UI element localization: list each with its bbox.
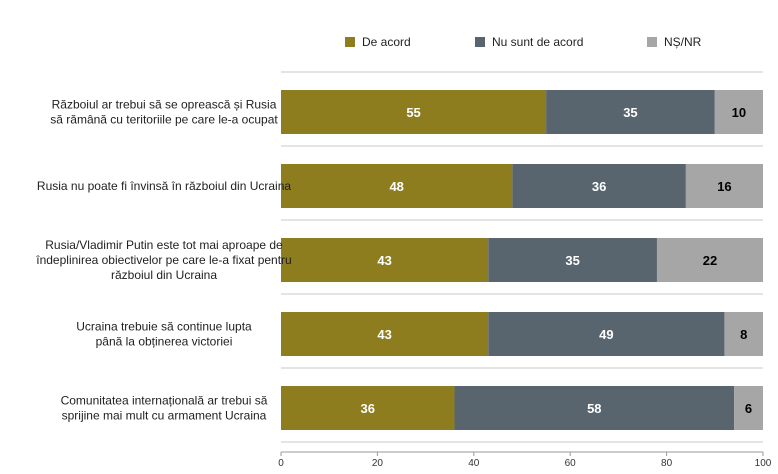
category-label: până la obținerea victoriei: [96, 335, 233, 349]
bar-segment: [656, 238, 763, 282]
category-label: să rămână cu teritoriile pe care le-a oc…: [50, 113, 278, 127]
data-label: 35: [565, 253, 579, 268]
data-label: 8: [740, 327, 747, 342]
bar-segment: [488, 312, 725, 356]
bar-segment: [724, 312, 763, 356]
bar-segment: [488, 238, 657, 282]
category-label: sprijine mai mult cu armament Ucraina: [62, 409, 267, 423]
bars: 55 35 10 48 36 16 43 35 22 43 49 8 36 58 6: [281, 90, 763, 430]
x-tick-label: 20: [372, 458, 384, 469]
data-label: 55: [406, 105, 420, 120]
data-label: 58: [587, 401, 601, 416]
bar-segment: [546, 90, 715, 134]
x-tick-label: 0: [278, 458, 284, 469]
data-label: 36: [361, 401, 375, 416]
legend-label: De acord: [362, 35, 411, 49]
data-label: 35: [623, 105, 637, 120]
category-label: Ucraina trebuie să continue lupta: [76, 320, 252, 334]
data-label: 43: [377, 327, 391, 342]
x-axis: 0 20 40 60 80 100: [278, 451, 772, 469]
bar-segment: [281, 312, 489, 356]
legend-label: Nu sunt de acord: [492, 35, 583, 49]
data-label: 16: [717, 179, 731, 194]
legend-swatch: [647, 37, 657, 47]
data-label: 43: [377, 253, 391, 268]
category-labels: Războiul ar trebui să se oprească și Rus…: [35, 98, 291, 423]
x-tick-label: 80: [661, 458, 673, 469]
legend-swatch: [345, 37, 355, 47]
row-separators: [281, 71, 763, 443]
bar-segment: [512, 164, 686, 208]
category-label: războiul din Ucraina: [111, 268, 217, 282]
category-label: îndeplinirea obiectivelor pe care le-a f…: [35, 253, 291, 267]
bar-segment: [281, 238, 489, 282]
bar-segment: [714, 90, 763, 134]
data-label: 48: [389, 179, 403, 194]
bar-segment: [281, 90, 547, 134]
data-label: 10: [732, 105, 746, 120]
data-label: 36: [592, 179, 606, 194]
data-label: 49: [599, 327, 613, 342]
category-label: Comunitatea internațională ar trebui să: [61, 394, 268, 408]
bar-segment: [281, 386, 455, 430]
bar-segment: [734, 386, 763, 430]
bar-segment: [454, 386, 735, 430]
x-tick-label: 40: [468, 458, 480, 469]
data-label: 6: [745, 401, 752, 416]
legend-label: NȘ/NR: [664, 35, 702, 49]
bar-segment: [281, 164, 513, 208]
data-label: 22: [703, 253, 717, 268]
bar-segment: [685, 164, 763, 208]
category-label: Rusia nu poate fi învinsă în războiul di…: [37, 179, 291, 193]
x-tick-label: 100: [755, 458, 772, 469]
legend: De acord Nu sunt de acord NȘ/NR: [345, 35, 702, 49]
category-label: Războiul ar trebui să se oprească și Rus…: [52, 98, 277, 112]
legend-swatch: [475, 37, 485, 47]
x-tick-label: 60: [565, 458, 577, 469]
category-label: Rusia/Vladimir Putin este tot mai aproap…: [45, 238, 283, 252]
